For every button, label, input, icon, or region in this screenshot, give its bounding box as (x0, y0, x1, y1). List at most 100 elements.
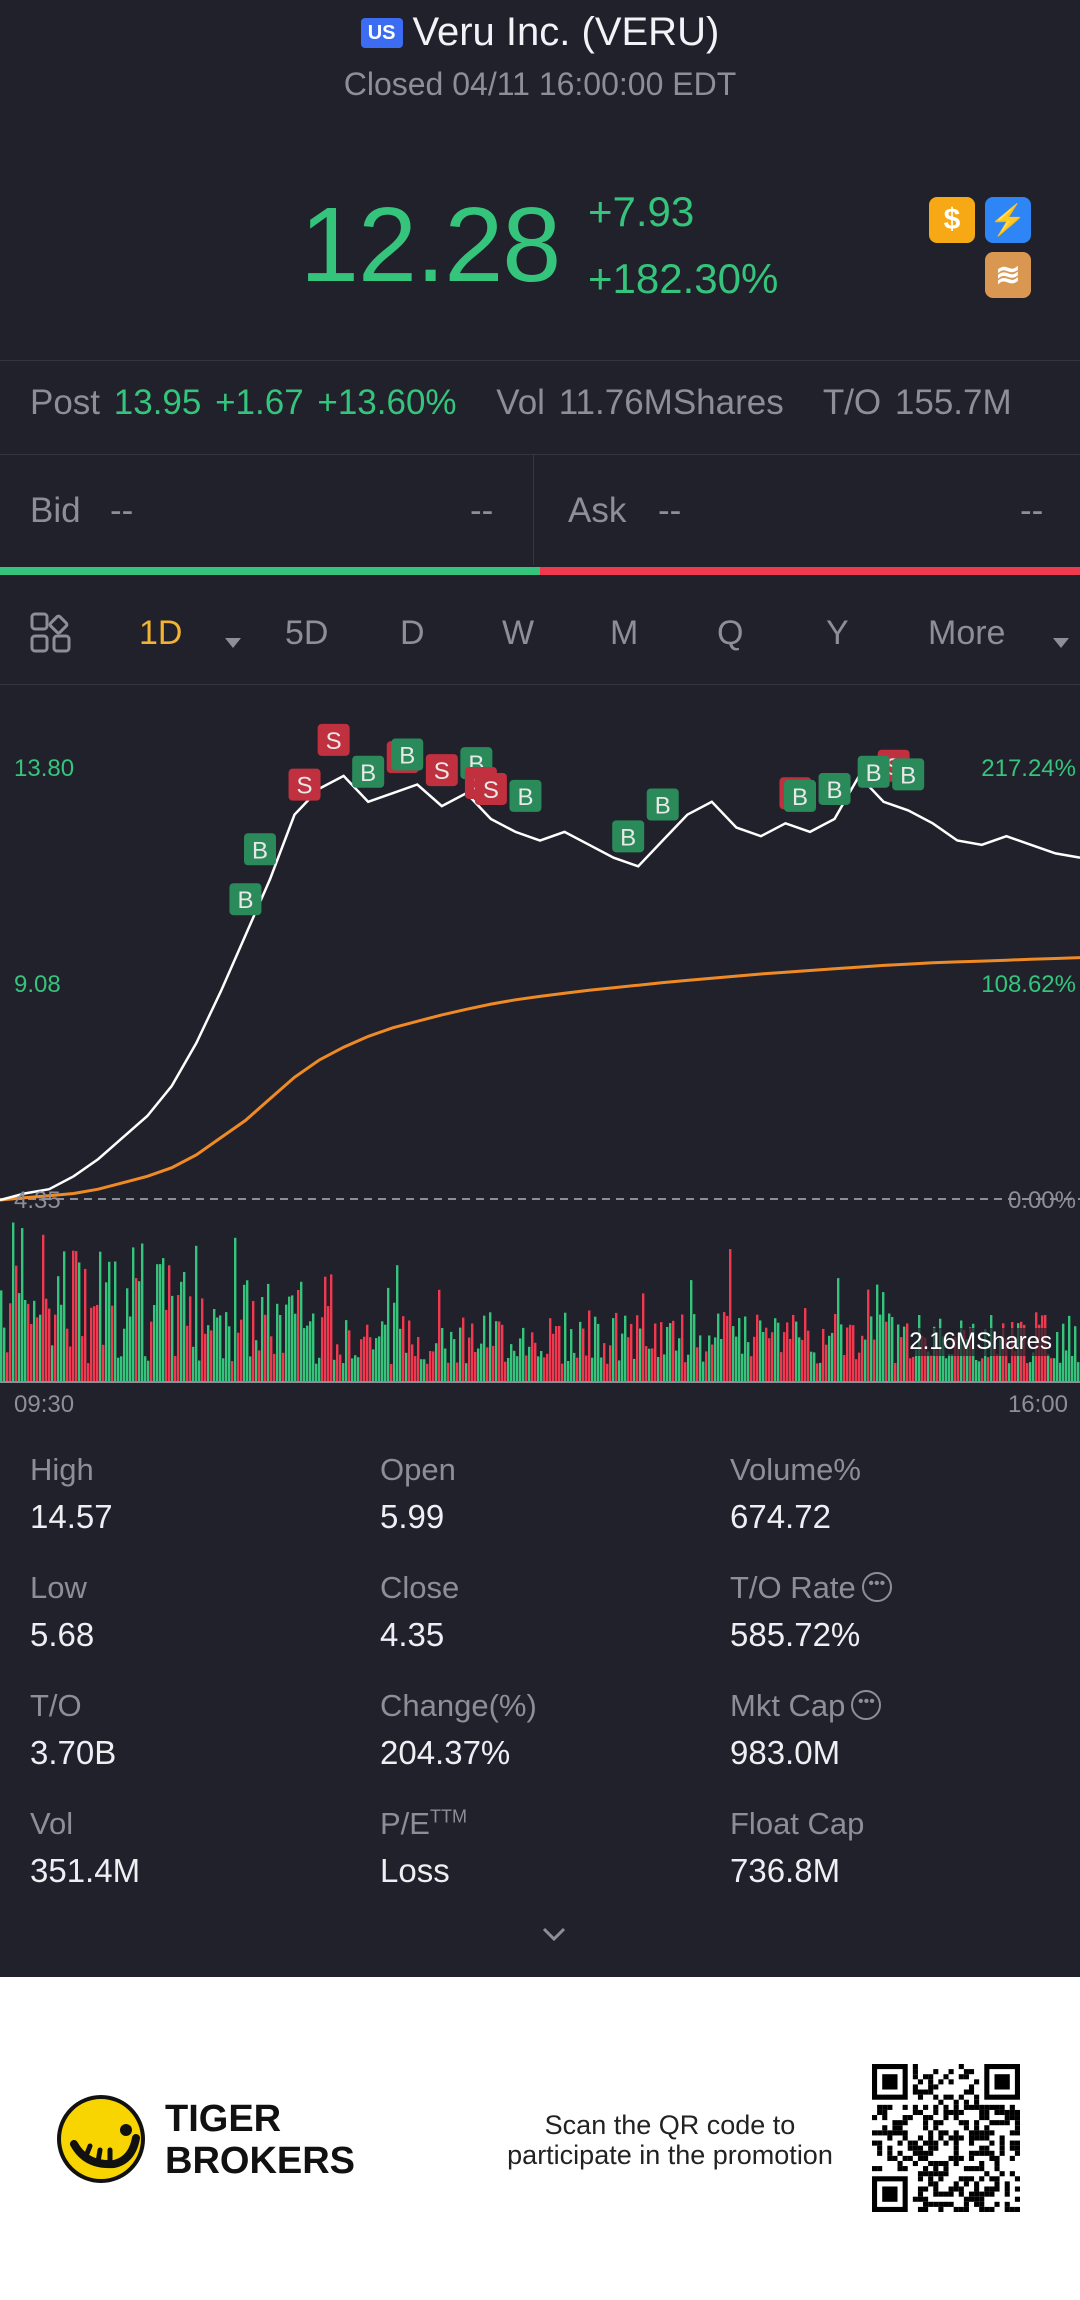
tab-more[interactable]: More (928, 614, 1006, 652)
volume-bar (429, 1351, 432, 1382)
buy-marker (818, 772, 851, 805)
volume-bar (33, 1300, 36, 1382)
volume-bar (885, 1321, 888, 1382)
tab-d[interactable]: D (400, 614, 425, 652)
intraday-chart[interactable]: BBSSBSBSBSSBBBSBBSBB 13.80 9.08 4.35 217… (0, 685, 1080, 1418)
qr-module (953, 2181, 959, 2187)
buy-marker-label: B (620, 824, 636, 851)
volume-bar (231, 1361, 234, 1382)
qr-module (928, 2150, 934, 2156)
tab-w[interactable]: W (502, 614, 535, 652)
chevron-down-icon[interactable] (225, 638, 241, 648)
qr-module (938, 2120, 944, 2126)
volume-bar (468, 1337, 471, 1382)
qr-module (892, 2125, 898, 2131)
volume-bar (645, 1346, 648, 1382)
qr-module (938, 2135, 944, 2141)
volume-bar (150, 1321, 153, 1382)
volume-bar (360, 1339, 363, 1382)
buy-marker (509, 779, 542, 812)
qr-module (989, 2150, 995, 2156)
more-info-icon[interactable]: ••• (851, 1689, 882, 1720)
chevron-down-icon[interactable] (1053, 638, 1069, 648)
volume-bar (78, 1262, 81, 1382)
qr-module (994, 2109, 1000, 2116)
qr-module (1009, 2140, 1015, 2146)
more-info-icon[interactable]: ••• (861, 1571, 892, 1602)
grid-icon[interactable] (30, 612, 72, 654)
qr-module (974, 2166, 980, 2172)
volume-bar (585, 1355, 588, 1382)
qr-finder (882, 2074, 898, 2090)
volume-bar (1074, 1326, 1077, 1382)
bid-price: -- (110, 491, 134, 530)
stack-icon[interactable]: ≋ (985, 252, 1031, 298)
volume-bar (111, 1305, 114, 1382)
volume-bar (915, 1349, 918, 1382)
tab-5d[interactable]: 5D (285, 614, 329, 652)
volume-bar (480, 1343, 483, 1382)
qr-module (917, 2089, 924, 2095)
volume-bar (453, 1339, 456, 1382)
series-line-price (0, 773, 1080, 1202)
qr-module (953, 2099, 959, 2105)
flash-icon[interactable]: ⚡ (985, 197, 1031, 243)
qr-module (968, 2166, 975, 2172)
tab-1d[interactable]: 1D (139, 614, 183, 652)
qr-module (928, 2079, 934, 2085)
volume-bar (264, 1314, 267, 1382)
stat-value-pe: Loss (380, 1852, 450, 1889)
qr-module (943, 2104, 949, 2110)
chevron-down-icon[interactable] (540, 1920, 568, 1948)
qr-module (999, 2109, 1005, 2116)
tab-y[interactable]: Y (826, 614, 849, 652)
qr-module (953, 2145, 959, 2151)
qr-module (877, 2104, 883, 2110)
volume-bar (66, 1328, 69, 1382)
qr-module (912, 2140, 918, 2146)
qr-module (958, 2191, 964, 2197)
volume-bar (369, 1337, 372, 1382)
qr-module (974, 2104, 980, 2110)
volume-bar (870, 1316, 873, 1382)
stat-label-pe: P/ETTM (380, 1806, 467, 1842)
volume-bar (705, 1351, 708, 1382)
brand-line: TIGER (165, 2098, 282, 2140)
volume-bar (651, 1348, 654, 1382)
qr-module (917, 2196, 924, 2202)
qr-code-icon[interactable] (872, 2064, 1020, 2212)
qr-module (933, 2094, 939, 2100)
volume-bar (48, 1308, 51, 1382)
qr-module (1014, 2186, 1020, 2192)
volume-bar (372, 1349, 375, 1382)
qr-module (897, 2140, 903, 2146)
dollar-icon[interactable]: $ (929, 197, 975, 243)
tab-m[interactable]: M (610, 614, 639, 652)
stat-label-high: High (30, 1452, 94, 1487)
volume-bar (519, 1338, 522, 1382)
qr-module (923, 2140, 929, 2146)
qr-module (953, 2150, 959, 2156)
volume-bar (252, 1301, 255, 1382)
divider (533, 455, 534, 565)
tab-q[interactable]: Q (717, 614, 744, 652)
stat-value-volume-pct: 674.72 (730, 1498, 831, 1535)
volume-bar (684, 1362, 687, 1382)
sell-marker-label: S (434, 758, 450, 785)
stat-label-text: P/E (380, 1806, 430, 1841)
volume-bar (729, 1249, 732, 1382)
qr-module (923, 2155, 929, 2161)
volume-bar (555, 1326, 558, 1382)
qr-module (994, 2186, 1000, 2192)
promo-footer (0, 1977, 1080, 2300)
qr-module (1014, 2130, 1020, 2136)
volume-bar (393, 1302, 396, 1382)
qr-module (974, 2181, 980, 2187)
qr-module (979, 2206, 985, 2212)
volume-bar (318, 1357, 321, 1382)
qr-module (984, 2109, 990, 2116)
volume-bar (600, 1357, 603, 1382)
qr-module (902, 2104, 908, 2110)
volume-bar (141, 1243, 144, 1382)
qr-module (1004, 2186, 1010, 2192)
